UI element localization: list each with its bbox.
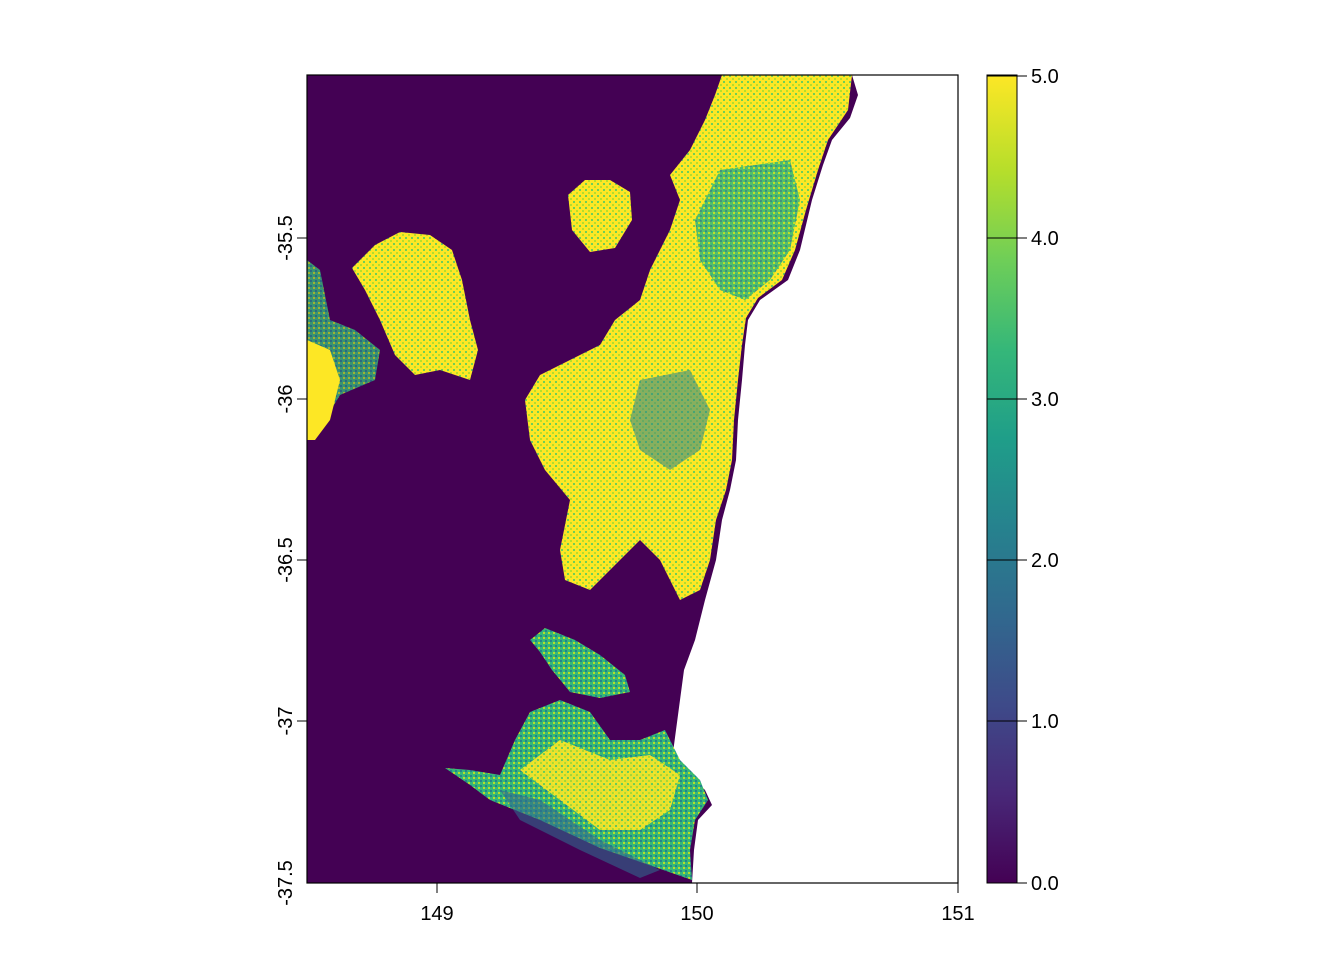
raster-patch-west	[352, 232, 478, 380]
colorbar-tick-label: 3.0	[1031, 389, 1059, 411]
raster-patch-north	[568, 180, 632, 252]
colorbar-tick-label: 1.0	[1031, 711, 1059, 733]
raster-patch-west-yellow	[307, 340, 340, 440]
colorbar-tick-label: 2.0	[1031, 550, 1059, 572]
colorbar-tick-label: 5.0	[1031, 66, 1059, 88]
x-tick-label: 149	[420, 903, 453, 925]
raster-patch-coast-mid	[695, 160, 800, 300]
y-tick-label: -37.5	[275, 860, 297, 906]
raster-patch-south-yellow	[520, 740, 680, 830]
nodata-corner	[307, 875, 692, 883]
legend-colorbar: 0.0 1.0 2.0 3.0 4.0 5.0	[986, 66, 1059, 895]
y-axis: -35.5 -36 -36.5 -37 -37.5	[275, 215, 308, 906]
y-tick-label: -35.5	[275, 215, 297, 261]
y-tick-label: -36	[275, 385, 297, 414]
y-tick-label: -37	[275, 707, 297, 736]
sea-inlet	[878, 78, 915, 110]
raster-patch-mid-south	[530, 628, 630, 698]
x-tick-label: 150	[680, 903, 713, 925]
sea-area	[672, 75, 958, 883]
raster-patch-coast-inner	[630, 370, 710, 470]
raster-patch-south-dark	[500, 790, 660, 878]
x-tick-label: 151	[941, 903, 974, 925]
colorbar-tick-label: 0.0	[1031, 873, 1059, 895]
map-panel	[307, 75, 958, 883]
colorbar-tick-label: 4.0	[1031, 228, 1059, 250]
colorbar-gradient	[986, 74, 1018, 884]
y-tick-label: -36.5	[275, 537, 297, 583]
x-axis: 149 150 151	[420, 882, 975, 925]
